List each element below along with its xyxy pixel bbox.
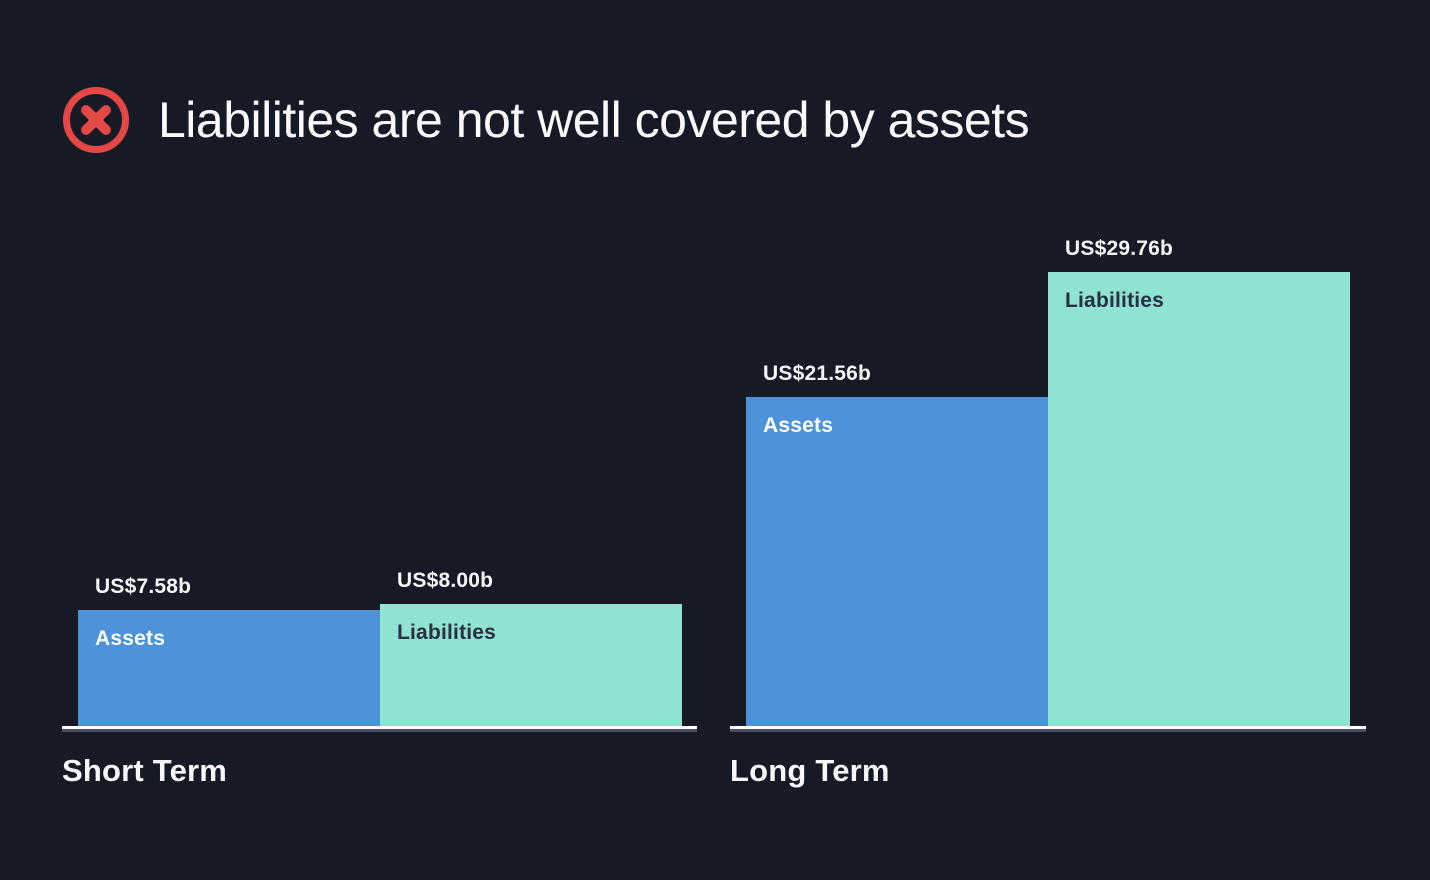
chart-group-long-term: US$21.56b US$29.76b Assets Liabilities L… (730, 0, 1366, 788)
liabilities-bar-label: Liabilities (397, 621, 497, 644)
card-header: Liabilities are not well covered by asse… (62, 86, 1030, 154)
assets-bar-label: Assets (95, 627, 166, 650)
group-label-short-term: Short Term (62, 753, 228, 788)
short-term-liabilities-value-label: US$8.00b (397, 569, 494, 592)
short-term-axis-baseline (62, 726, 697, 732)
short-term-liabilities-bar: Liabilities (380, 604, 682, 726)
short-term-assets-value-label: US$7.58b (95, 575, 192, 598)
long-term-assets-value-label: US$21.56b (763, 362, 872, 385)
group-label-long-term: Long Term (730, 753, 890, 788)
long-term-assets-bar: Assets (746, 397, 1048, 726)
liabilities-bar-label: Liabilities (1065, 289, 1165, 312)
assets-bar-label: Assets (763, 414, 834, 437)
chart-group-short-term: US$7.58b US$8.00b Assets Liabilities Sho… (62, 0, 697, 788)
chart-title: Liabilities are not well covered by asse… (158, 92, 1030, 148)
long-term-axis-baseline (730, 726, 1366, 732)
long-term-liabilities-value-label: US$29.76b (1065, 237, 1174, 260)
long-term-liabilities-bar: Liabilities (1048, 272, 1350, 726)
error-x-circle-icon (63, 87, 129, 153)
short-term-assets-bar: Assets (78, 610, 380, 726)
